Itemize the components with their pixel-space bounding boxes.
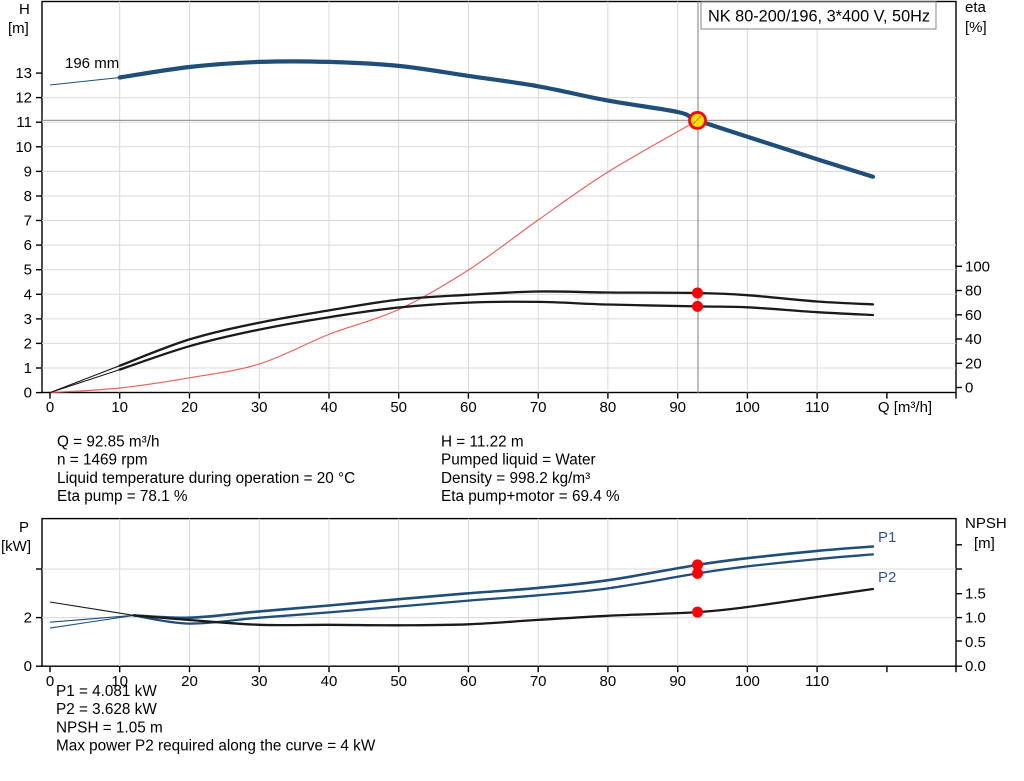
svg-text:0: 0: [965, 380, 973, 397]
svg-text:0: 0: [46, 673, 54, 690]
svg-text:70: 70: [530, 399, 547, 416]
svg-text:110: 110: [805, 673, 829, 690]
svg-text:P1: P1: [878, 529, 896, 546]
svg-text:NPSH = 1.05 m: NPSH = 1.05 m: [56, 720, 163, 737]
svg-text:[m]: [m]: [8, 20, 29, 37]
svg-text:Max power P2 required along th: Max power P2 required along the curve = …: [56, 738, 376, 755]
svg-text:3: 3: [24, 311, 32, 328]
svg-text:40: 40: [321, 673, 338, 690]
svg-text:80: 80: [600, 399, 617, 416]
svg-text:110: 110: [805, 399, 829, 416]
svg-text:0: 0: [24, 658, 32, 675]
svg-text:10: 10: [15, 139, 32, 156]
svg-text:100: 100: [735, 673, 760, 690]
svg-text:Density = 998.2 kg/m³: Density = 998.2 kg/m³: [441, 470, 590, 487]
svg-text:30: 30: [251, 673, 268, 690]
svg-text:5: 5: [24, 262, 32, 279]
svg-text:P: P: [19, 519, 29, 536]
svg-text:1: 1: [24, 360, 32, 377]
svg-text:90: 90: [669, 673, 686, 690]
svg-text:[%]: [%]: [965, 19, 987, 36]
svg-text:0.5: 0.5: [965, 634, 986, 651]
svg-text:100: 100: [735, 399, 760, 416]
svg-text:0.0: 0.0: [965, 658, 986, 675]
svg-text:0: 0: [24, 385, 32, 402]
svg-text:Q = 92.85 m³/h: Q = 92.85 m³/h: [57, 434, 159, 451]
svg-text:40: 40: [965, 331, 982, 348]
svg-text:100: 100: [965, 258, 990, 275]
svg-text:30: 30: [251, 399, 268, 416]
svg-text:NPSH: NPSH: [965, 515, 1007, 532]
svg-text:8: 8: [24, 188, 32, 205]
svg-text:60: 60: [460, 399, 477, 416]
svg-text:eta: eta: [965, 0, 987, 16]
svg-text:n = 1469 rpm: n = 1469 rpm: [57, 452, 148, 469]
svg-text:50: 50: [390, 399, 407, 416]
svg-text:80: 80: [600, 673, 617, 690]
svg-text:196 mm: 196 mm: [65, 55, 119, 72]
svg-text:70: 70: [530, 673, 547, 690]
svg-text:Q [m³/h]: Q [m³/h]: [878, 399, 932, 416]
svg-text:P1 = 4.081 kW: P1 = 4.081 kW: [56, 683, 157, 700]
svg-text:2: 2: [24, 610, 32, 627]
svg-text:P2 = 3.628 kW: P2 = 3.628 kW: [56, 701, 157, 718]
svg-text:Liquid temperature during oper: Liquid temperature during operation = 20…: [57, 470, 355, 487]
svg-text:7: 7: [24, 213, 32, 230]
svg-text:4: 4: [24, 286, 32, 303]
svg-text:50: 50: [390, 673, 407, 690]
svg-text:Pumped liquid = Water: Pumped liquid = Water: [441, 452, 596, 469]
svg-text:2: 2: [24, 335, 32, 352]
svg-text:NK 80-200/196, 3*400 V, 50Hz: NK 80-200/196, 3*400 V, 50Hz: [708, 8, 930, 26]
svg-text:[m]: [m]: [974, 535, 995, 552]
svg-text:H: H: [19, 1, 30, 18]
svg-text:13: 13: [15, 65, 32, 82]
svg-text:Eta pump+motor = 69.4 %: Eta pump+motor = 69.4 %: [441, 488, 620, 505]
svg-text:60: 60: [460, 673, 477, 690]
svg-text:40: 40: [321, 399, 338, 416]
svg-text:10: 10: [111, 399, 128, 416]
svg-text:20: 20: [965, 355, 982, 372]
svg-text:20: 20: [181, 673, 198, 690]
svg-text:11: 11: [16, 114, 32, 131]
svg-text:90: 90: [669, 399, 686, 416]
svg-text:Eta pump = 78.1 %: Eta pump = 78.1 %: [57, 488, 188, 505]
svg-text:0: 0: [46, 399, 54, 416]
svg-text:12: 12: [15, 90, 32, 107]
svg-text:20: 20: [181, 399, 198, 416]
svg-text:1.5: 1.5: [965, 585, 986, 602]
svg-text:P2: P2: [878, 569, 896, 586]
svg-text:[kW]: [kW]: [1, 538, 31, 555]
svg-text:60: 60: [965, 307, 982, 324]
svg-text:6: 6: [24, 237, 32, 254]
svg-text:H = 11.22 m: H = 11.22 m: [441, 434, 524, 451]
svg-text:1.0: 1.0: [965, 610, 986, 627]
svg-text:9: 9: [24, 163, 32, 180]
svg-text:80: 80: [965, 283, 982, 300]
